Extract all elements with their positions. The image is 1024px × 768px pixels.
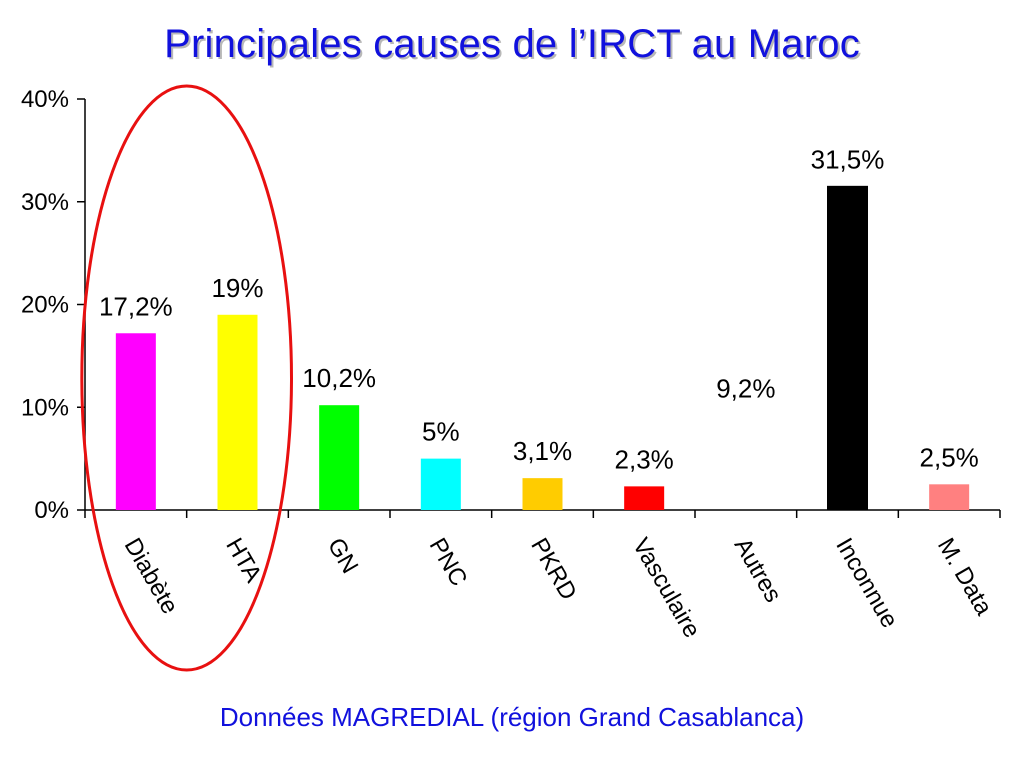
data-label: 31,5% [811,144,885,174]
bar [929,484,970,510]
category-label: PKRD [525,534,582,605]
slide-footer: Données MAGREDIAL (région Grand Casablan… [219,702,805,732]
bar [319,405,360,510]
bars [115,185,970,511]
data-label: 2,5% [920,442,979,472]
bar [726,415,766,510]
y-tick-label: 20% [21,292,69,319]
y-tick-label: 40% [21,86,69,113]
category-labels: Diabète HTA GN PNC PKRD Vasculaire Autres Incon… [119,534,998,643]
bar [624,486,665,510]
x-axis [84,509,1001,518]
y-tick-label: 10% [21,394,69,421]
category-label: GN [322,534,363,579]
bar [115,333,156,510]
data-label: 10,2% [302,363,376,393]
bar [827,185,868,511]
slide-title: Principales causes de l’IRCT au Maroc [164,22,860,66]
y-tick-label: 0% [34,497,69,524]
data-label: 9,2% [716,373,775,403]
bar-chart: 0% 10% 20% 30% 40% 17,2% 19% 10,2% 5% 3,1% 2,3% 9,… [21,84,1001,672]
data-label: 5% [422,417,460,447]
data-label: 3,1% [513,436,572,466]
category-label: Inconnue [830,534,903,633]
bar [217,314,258,510]
highlight-ellipse [80,84,294,672]
data-label: 19% [211,273,263,303]
category-label: Vasculaire [627,534,706,643]
data-label: 2,3% [615,444,674,474]
data-label: 17,2% [99,291,173,321]
y-tick-label: 30% [21,189,69,216]
y-axis: 0% 10% 20% 30% 40% [21,86,86,524]
highlight-annotation [80,84,294,672]
category-label: M. Data [932,534,998,621]
bar [420,458,461,510]
category-label: PNC [424,534,473,591]
category-label: Autres [729,534,787,608]
category-label: Diabète [119,534,184,619]
data-labels: 17,2% 19% 10,2% 5% 3,1% 2,3% 9,2% 31,5% 2,5% [99,144,979,474]
category-label: HTA [220,534,266,588]
bar [522,478,563,510]
